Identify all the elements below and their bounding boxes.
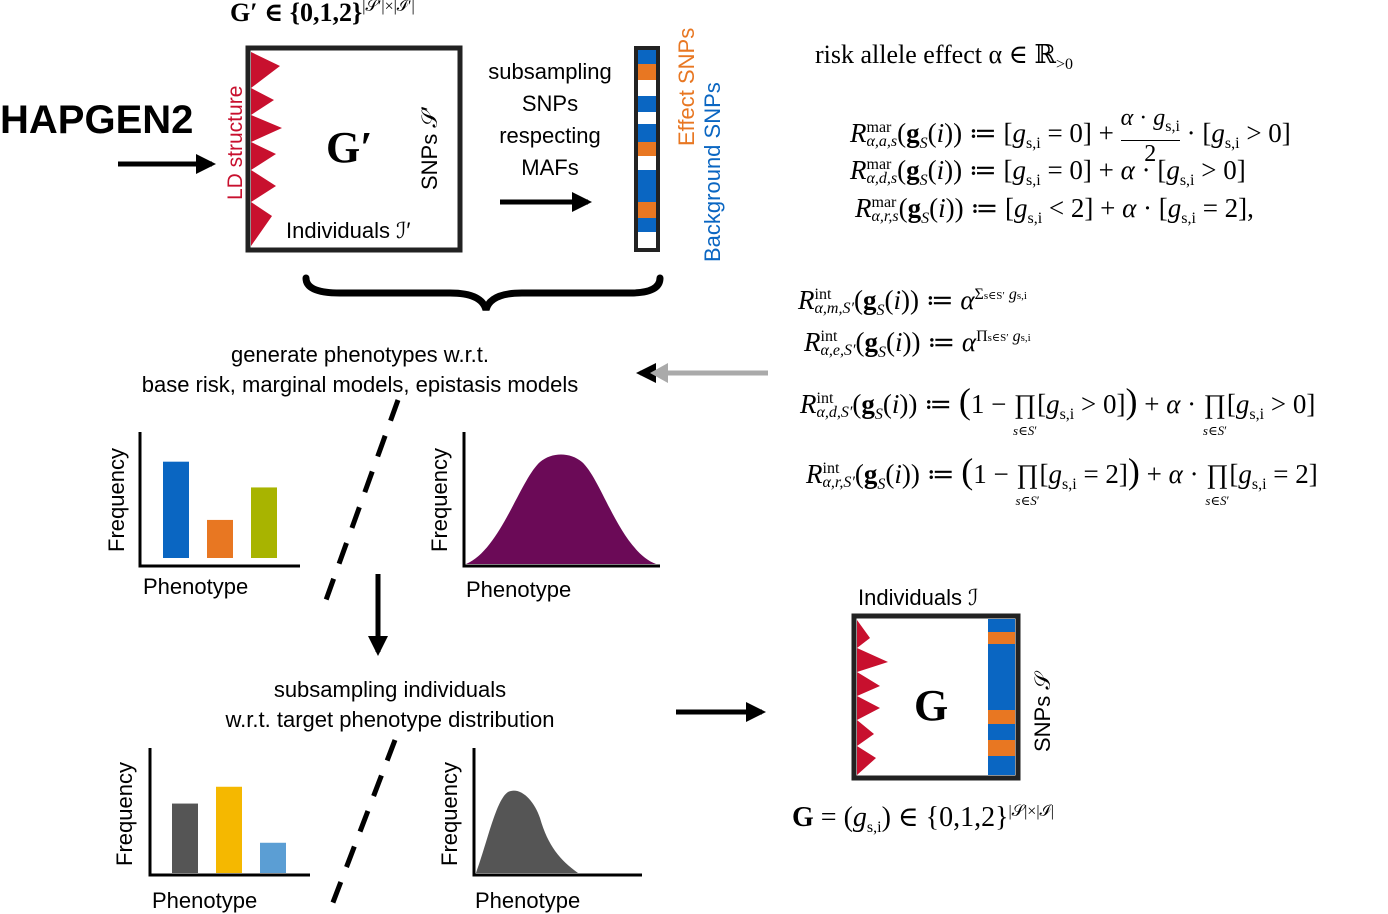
target-bar-2 [216,786,242,873]
hapgen2-label: HAPGEN2 [0,98,194,142]
source-matrix-symbol: G′ [326,123,373,172]
source-matrix-box [245,45,463,253]
generate-phenotypes-text: generate phenotypes w.r.t. base risk, ma… [141,342,579,397]
dashed-separator-top [323,399,401,601]
target-bar-3 [260,842,286,873]
marginal-dominant-formula: Rmar α,d,s(gS(i)) ≔ [gs,i = 0] + α · [gs,… [850,155,1246,189]
result-definition: G = (gs,i) ∈ {0,1,2}|𝒮|×|ℐ| [792,802,1054,836]
interaction-recessive-formula: Rint α,r,S′(gS(i)) ≔ (1 − ∏ s∈S′[gs,i = 2]… [806,451,1318,508]
interaction-dominant-formula: Rint α,d,S′(gS(i)) ≔ (1 − ∏ s∈S′[gs,i > 0]… [800,381,1316,438]
target-dist-area [476,790,578,873]
target-bar-xlabel: Phenotype [152,888,258,913]
marginal-additive-formula: Rmar α,a,s(gS(i)) ≔ [gs,i = 0] + α · gs,i… [850,105,1291,167]
source-matrix-definition: G′ ∈ {0,1,2}|𝒮′|×|ℐ′| [230,0,415,27]
gen-dist-area [466,454,656,564]
result-snp-column [988,619,1015,775]
subsample-individuals-text: subsampling individuals w.r.t. target ph… [225,677,555,732]
dashed-separator-bottom [329,739,398,906]
gen-dist-xlabel: Phenotype [466,577,572,602]
gen-dist-axes [462,432,660,568]
result-matrix-box [851,613,1021,781]
result-individuals-label: Individuals ℐ [858,585,979,610]
curly-brace [302,274,664,312]
target-dist-xlabel: Phenotype [475,888,581,913]
target-bar-1 [172,803,198,873]
target-dist-axes [472,748,642,877]
target-bar-axes [148,748,310,877]
snp-vector [634,46,660,252]
interaction-multiplicative-formula: Rint α,m,S′(gS(i)) ≔ αΣs∈S′ gs,i [798,285,1027,319]
result-matrix-symbol: G [914,681,949,730]
gen-bar-1 [163,461,189,558]
gen-dist-chart [462,432,660,568]
marginal-recessive-formula: Rmar α,r,s(gS(i)) ≔ [gs,i < 2] + α · [gs,… [855,193,1254,227]
gen-bar-2 [207,519,233,558]
result-ld-peaks [857,620,888,775]
gen-bar-3 [251,487,277,558]
risk-effect-header: risk allele effect α ∈ ℝ>0 [815,40,1073,73]
source-individuals-label: Individuals ℐ′ [286,218,411,243]
gen-bar-axes [138,432,300,568]
target-dist-chart [472,748,642,877]
interaction-exponential-formula: Rint α,e,S′(gS(i)) ≔ αΠs∈S′ gs,i [804,327,1031,361]
ld-structure-peaks [251,52,282,246]
gen-bar-chart [138,432,300,568]
gen-bar-xlabel: Phenotype [143,574,249,599]
target-bar-chart [148,748,310,877]
subsample-snps-text: subsampling SNPs respecting MAFs [488,59,612,180]
